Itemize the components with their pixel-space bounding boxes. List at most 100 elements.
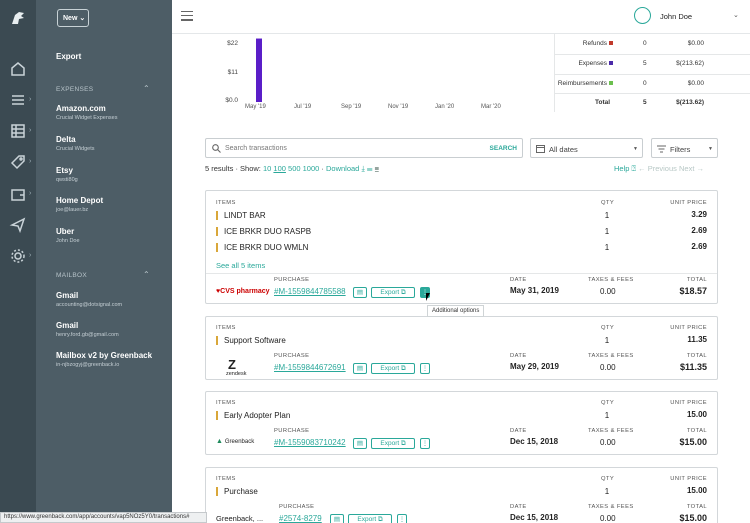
collapse-mailbox-icon[interactable]: ⌃ xyxy=(143,270,150,279)
line-item-qty: 1 xyxy=(604,227,610,236)
purchase-header: PURCHASE xyxy=(274,353,310,359)
sidebar-item-title: Home Depot xyxy=(56,196,104,205)
status-url: https://www.greenback.com/app/accounts/v… xyxy=(0,512,207,523)
taxes-header: TAXES & FEES xyxy=(588,277,634,283)
transaction-card[interactable]: ITEMS QTY UNIT PRICE LINDT BAR 1 3.29 IC… xyxy=(205,190,718,304)
purchase-header: PURCHASE xyxy=(274,277,310,283)
help-icon[interactable]: ⍰ xyxy=(631,164,637,173)
purchase-id-link[interactable]: #M-1559844785588 xyxy=(274,287,346,296)
sidebar-item-home-depot[interactable]: Home Depot joe@lauer.bz xyxy=(56,196,103,213)
hamburger-menu-icon[interactable] xyxy=(181,11,193,21)
qty-header: QTY xyxy=(601,476,615,482)
chart-bar xyxy=(256,38,262,102)
search-button[interactable]: SEARCH xyxy=(489,145,517,152)
more-options-icon[interactable]: ⋮ xyxy=(420,438,430,449)
sidebar-item-title: Etsy xyxy=(56,166,73,175)
transaction-card[interactable]: ITEMS QTY UNIT PRICE Support Software 1 … xyxy=(205,316,718,380)
page-size-500[interactable]: 500 xyxy=(288,164,301,173)
collapse-expenses-icon[interactable]: ⌃ xyxy=(143,84,150,93)
sidebar-item-gmail-2[interactable]: Gmail henry.ford.gb@gmail.com xyxy=(56,321,119,338)
page-size-1000[interactable]: 1000 xyxy=(302,164,320,173)
sidebar-export[interactable]: Export xyxy=(56,52,82,61)
total-header: TOTAL xyxy=(686,504,707,510)
download-button[interactable]: Download xyxy=(326,164,360,173)
summary-label-text: Reimbursements xyxy=(557,80,607,87)
page-size-10[interactable]: 10 xyxy=(262,164,272,173)
help-link[interactable]: Help xyxy=(614,164,630,173)
search-input[interactable]: Search transactions SEARCH xyxy=(205,138,523,158)
sidebar-item-mailbox-v2[interactable]: Mailbox v2 by Greenback in-njbzogyj@green… xyxy=(56,351,152,368)
list-icon[interactable] xyxy=(9,91,27,109)
next-page-button[interactable]: Next → xyxy=(678,164,704,173)
merchant-name: zendesk xyxy=(226,371,247,377)
export-button[interactable]: Export ⧉ xyxy=(371,363,415,374)
items-header: ITEMS xyxy=(216,476,236,482)
table-icon[interactable] xyxy=(9,122,27,140)
sidebar-item-uber[interactable]: Uber John Doe xyxy=(56,227,80,244)
expenses-section-header: EXPENSES xyxy=(56,86,94,93)
date-range-select[interactable]: All dates ▼ xyxy=(530,138,643,158)
sidebar-item-delta[interactable]: Delta Crucial Widgets xyxy=(56,135,95,152)
wallet-icon[interactable] xyxy=(9,185,27,203)
summary-total-count: 5 xyxy=(643,99,647,106)
chevron-right-icon: › xyxy=(29,252,32,259)
purchase-id-link[interactable]: #2574-8279 xyxy=(279,514,322,523)
taxes-value: 0.00 xyxy=(600,438,616,447)
export-button[interactable]: Export ⧉ xyxy=(348,514,392,523)
user-avatar-icon[interactable] xyxy=(634,7,651,24)
more-options-icon[interactable]: ⋮ xyxy=(397,514,407,523)
x-tick-label: May '19 xyxy=(245,104,266,110)
download-icon[interactable]: ⤓ xyxy=(361,164,365,173)
pagination-bar: Help ⍰ ← Previous Next → xyxy=(614,164,704,174)
line-item-name: Purchase xyxy=(216,487,258,496)
list-view-icon[interactable]: ☰ xyxy=(366,164,373,173)
home-icon[interactable] xyxy=(9,60,27,78)
previous-page-button[interactable]: ← Previous xyxy=(638,164,677,173)
date-header: DATE xyxy=(510,428,527,434)
line-item-price: 2.69 xyxy=(691,242,707,251)
y-tick-label: $11 xyxy=(227,69,238,76)
sidebar xyxy=(36,0,172,523)
greenback-logo-icon[interactable] xyxy=(9,9,27,27)
unit-price-header: UNIT PRICE xyxy=(670,476,707,482)
transaction-card[interactable]: ITEMS QTY UNIT PRICE Purchase 1 15.00 PU… xyxy=(205,467,718,523)
filters-label: Filters xyxy=(670,145,691,154)
page-size-100[interactable]: 100 xyxy=(273,164,286,173)
qty-header: QTY xyxy=(601,325,615,331)
transaction-card[interactable]: ITEMS QTY UNIT PRICE Early Adopter Plan … xyxy=(205,391,718,455)
line-item-name: ICE BRKR DUO WMLN xyxy=(216,243,308,252)
sidebar-item-etsy[interactable]: Etsy qwsti80g xyxy=(56,166,78,183)
purchase-id-link[interactable]: #M-1559844672691 xyxy=(274,363,346,372)
total-value: $18.57 xyxy=(679,286,707,296)
summary-amount: $0.00 xyxy=(687,80,704,87)
export-button[interactable]: Export ⧉ xyxy=(371,438,415,449)
chevron-down-icon[interactable]: ⌄ xyxy=(733,12,739,19)
compact-view-icon[interactable]: ≣ xyxy=(374,164,379,173)
search-placeholder: Search transactions xyxy=(225,145,287,152)
zendesk-logo-icon: Z xyxy=(228,357,236,372)
receipt-icon[interactable]: ▤ xyxy=(353,438,367,449)
line-item-name: LINDT BAR xyxy=(216,211,266,220)
purchase-id-link[interactable]: #M-1559083710242 xyxy=(274,438,346,447)
receipt-icon[interactable]: ▤ xyxy=(353,287,367,298)
more-options-icon[interactable]: ⋮ xyxy=(420,287,430,298)
receipt-icon[interactable]: ▤ xyxy=(330,514,344,523)
sidebar-item-amazon[interactable]: Amazon.com Crucial Widget Expenses xyxy=(56,104,117,121)
more-options-icon[interactable]: ⋮ xyxy=(420,363,430,374)
settings-gear-icon[interactable] xyxy=(9,247,27,265)
sidebar-item-gmail[interactable]: Gmail accounting@dotsignal.com xyxy=(56,291,122,308)
user-name[interactable]: John Doe xyxy=(660,12,693,21)
see-all-items-link[interactable]: See all 5 items xyxy=(216,261,266,270)
summary-total-label: Total xyxy=(595,99,611,106)
send-icon[interactable] xyxy=(9,216,27,234)
transaction-date: Dec 15, 2018 xyxy=(510,513,559,522)
filters-select[interactable]: Filters ▼ xyxy=(651,138,718,158)
transaction-date: May 29, 2019 xyxy=(510,362,559,371)
export-button[interactable]: Export ⧉ xyxy=(371,287,415,298)
tag-icon[interactable] xyxy=(9,153,27,171)
x-tick-label: Jan '20 xyxy=(435,104,455,110)
new-button[interactable]: New ⌄ xyxy=(57,9,89,27)
date-header: DATE xyxy=(510,504,527,510)
receipt-icon[interactable]: ▤ xyxy=(353,363,367,374)
sidebar-item-subtitle: John Doe xyxy=(56,238,80,244)
